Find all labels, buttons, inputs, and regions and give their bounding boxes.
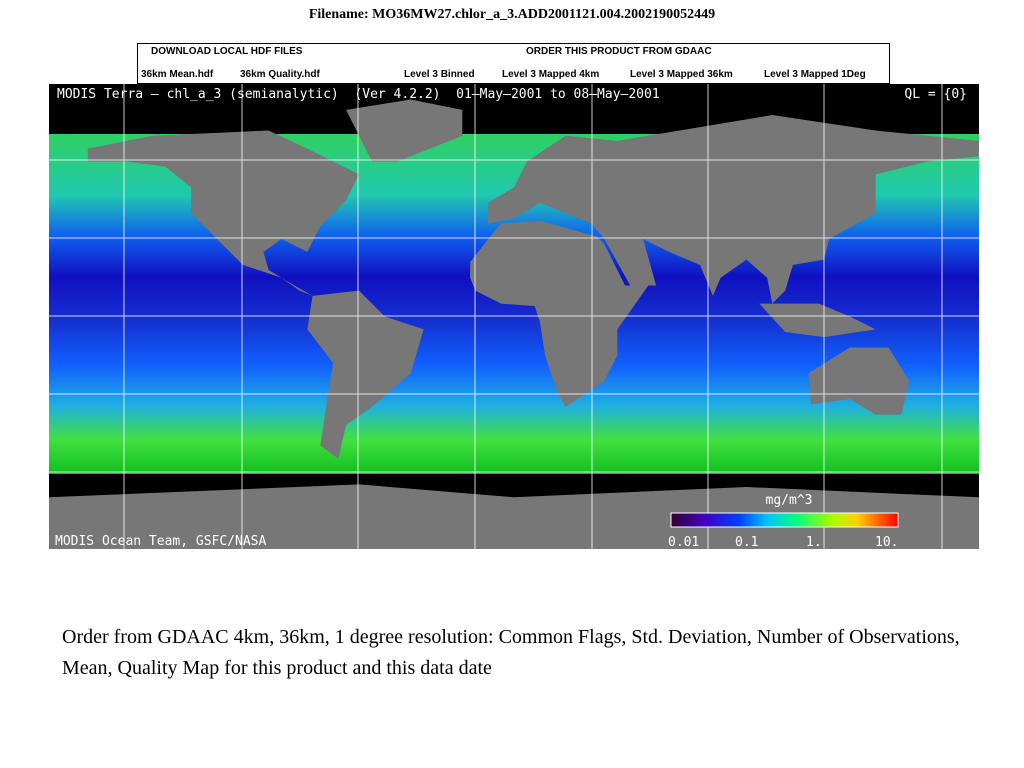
map-title: MODIS Terra – chl_a_3 (semianalytic) (Ve…	[57, 87, 660, 102]
colorbar-unit: mg/m^3	[766, 493, 813, 508]
ql-label: QL = {0}	[904, 87, 967, 102]
link[interactable]: Level 3 Binned	[404, 69, 475, 80]
grid	[49, 84, 979, 549]
credit: MODIS Ocean Team, GSFC/NASA	[55, 534, 266, 549]
order-heading: ORDER THIS PRODUCT FROM GDAAC	[526, 46, 712, 57]
filename: Filename: MO36MW27.chlor_a_3.ADD2001121.…	[308, 7, 716, 22]
colorbar-label: 1.	[806, 535, 822, 549]
land	[49, 99, 979, 549]
link-box: DOWNLOAD LOCAL HDF FILES ORDER THIS PROD…	[137, 43, 890, 84]
link[interactable]: Level 3 Mapped 4km	[502, 69, 600, 80]
link[interactable]: 36km Quality.hdf	[240, 69, 320, 80]
download-heading: DOWNLOAD LOCAL HDF FILES	[151, 46, 303, 57]
map-image: MODIS Terra – chl_a_3 (semianalytic) (Ve…	[49, 84, 979, 549]
link[interactable]: Level 3 Mapped 36km	[630, 69, 733, 80]
colorbar-label: 10.	[875, 535, 898, 549]
colorbar-label: 0.01	[668, 535, 699, 549]
link[interactable]: Level 3 Mapped 1Deg	[764, 69, 866, 80]
colorbar-label: 0.1	[735, 535, 758, 549]
footer-text: Order from GDAAC 4km, 36km, 1 degree res…	[62, 626, 960, 679]
link[interactable]: 36km Mean.hdf	[141, 69, 214, 80]
colorbar	[670, 512, 899, 528]
